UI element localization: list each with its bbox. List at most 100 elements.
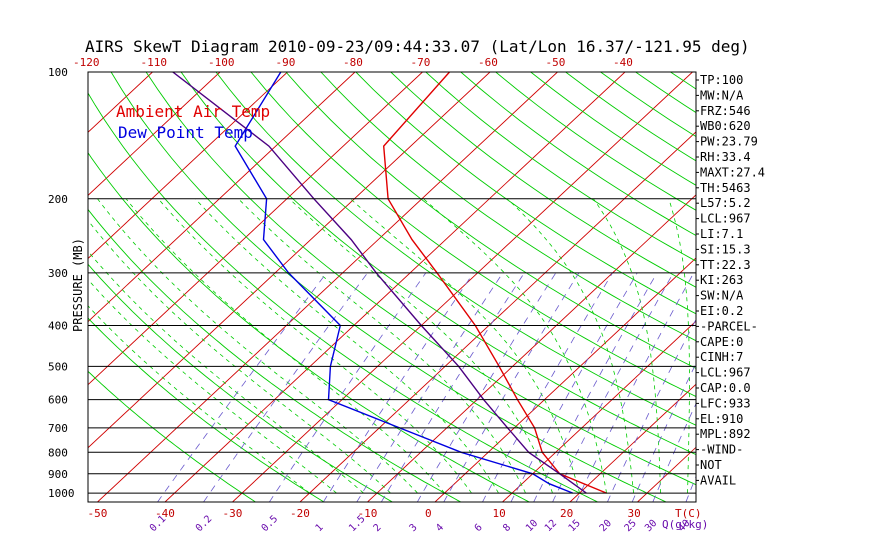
isotherm — [164, 72, 626, 502]
dry-adiabat — [180, 72, 696, 456]
isotherm — [773, 72, 870, 502]
moist-adiabat — [593, 198, 661, 494]
temp-tick-label-bottom: -40 — [155, 507, 175, 520]
stat-23: MPL:892 — [700, 427, 751, 441]
mixing-ratio-line — [416, 272, 557, 502]
stat-5: RH:33.4 — [700, 150, 751, 164]
dry-adiabat — [775, 72, 870, 502]
stat-14: SW:N/A — [700, 289, 744, 303]
temp-tick-label-top: -50 — [546, 56, 566, 69]
moist-adiabat — [507, 198, 634, 494]
plot-grid — [0, 72, 870, 502]
temp-tick-label-bottom: -50 — [88, 507, 108, 520]
dry-adiabat — [88, 151, 530, 502]
pressure-tick-label: 100 — [48, 66, 68, 79]
mixing-ratio-tick-label: 1 — [314, 522, 326, 534]
stat-16: -PARCEL- — [700, 319, 758, 333]
isotherm — [97, 72, 558, 502]
temp-tick-label-top: -70 — [411, 56, 431, 69]
isotherm — [840, 72, 870, 502]
temp-tick-label-top: -110 — [141, 56, 168, 69]
moist-adiabat — [350, 198, 580, 494]
mixing-ratio-tick-label: 25 — [623, 518, 639, 534]
legend-ambient-air-temp: Ambient Air Temp — [116, 102, 270, 121]
dry-adiabat — [320, 72, 696, 342]
stat-10: LI:7.1 — [700, 227, 743, 241]
temp-tick-label-top: -100 — [208, 56, 235, 69]
isotherm — [502, 320, 696, 502]
moist-adiabat — [238, 198, 526, 494]
y-axis-label: PRESSURE (MB) — [71, 238, 85, 332]
series-ambient-air-temp-line — [382, 72, 607, 494]
dry-adiabat — [88, 263, 393, 502]
stat-1: MW:N/A — [700, 88, 744, 102]
mixing-ratio-tick-label: 2 — [372, 522, 384, 534]
isotherm — [88, 72, 356, 323]
series-parcel-line — [172, 72, 587, 494]
moist-adiabat — [668, 198, 690, 494]
mixing-ratio-tick-label: 6 — [473, 522, 485, 534]
mixing-ratio-tick-label: 8 — [501, 522, 513, 534]
mixing-ratio-tick-label: 0.5 — [260, 514, 281, 535]
mixing-ratio-line — [157, 272, 327, 502]
pressure-tick-label: 500 — [48, 360, 68, 373]
mixing-ratio-tick-label: 0.2 — [194, 514, 215, 535]
dry-adiabat — [88, 208, 462, 502]
chart-title: AIRS SkewT Diagram 2010-09-23/09:44:33.0… — [85, 37, 750, 56]
pressure-tick-label: 800 — [48, 446, 68, 459]
stat-9: LCL:967 — [700, 212, 751, 226]
temp-unit-label: T(C) — [675, 507, 702, 520]
dry-adiabat — [810, 72, 870, 502]
stat-19: LCL:967 — [700, 366, 751, 380]
dry-adiabat — [845, 72, 870, 502]
pressure-tick-label: 600 — [48, 394, 68, 407]
stat-26: AVAIL — [700, 473, 736, 487]
mixing-ratio-tick-label: 20 — [598, 518, 614, 534]
legend-dew-point-temp: Dew Point Temp — [118, 123, 253, 142]
mixing-ratio-line — [607, 318, 696, 502]
stat-13: KI:263 — [700, 273, 743, 287]
pressure-tick-label: 400 — [48, 320, 68, 333]
mixing-ratio-tick-label: 15 — [567, 518, 583, 534]
stat-24: -WIND- — [700, 443, 743, 457]
mixing-ratio-tick-label: 30 — [643, 518, 659, 534]
mixing-ratio-line — [533, 272, 658, 502]
stat-4: PW:23.79 — [700, 135, 758, 149]
temp-tick-label-bottom: -30 — [223, 507, 243, 520]
isotherm — [569, 383, 696, 502]
stat-17: CAPE:0 — [700, 335, 743, 349]
mixing-ratio-line — [482, 272, 613, 502]
temp-tick-label-top: -40 — [613, 56, 633, 69]
dry-adiabat — [390, 72, 696, 288]
mixing-ratio-line — [510, 272, 638, 502]
temp-tick-label-bottom: 10 — [493, 507, 506, 520]
stat-22: EL:910 — [700, 412, 743, 426]
mixing-ratio-tick-label: 10 — [524, 518, 540, 534]
stat-20: CAP:0.0 — [700, 381, 751, 395]
mixing-ratio-tick-label: 4 — [434, 522, 446, 534]
stat-6: MAXT:27.4 — [700, 165, 765, 179]
mixing-ratio-line — [380, 272, 525, 502]
dry-adiabat — [88, 370, 256, 502]
pressure-tick-label: 700 — [48, 422, 68, 435]
mixing-ratio-line — [203, 272, 368, 502]
dry-adiabat — [215, 72, 696, 426]
moist-adiabat — [88, 219, 391, 494]
dry-adiabat — [88, 317, 325, 502]
mixing-ratio-line — [356, 272, 504, 502]
pressure-tick-label: 900 — [48, 468, 68, 481]
isotherm — [434, 257, 696, 502]
pressure-tick-label: 300 — [48, 267, 68, 280]
stat-0: TP:100 — [700, 73, 743, 87]
temp-tick-label-bottom: -10 — [358, 507, 378, 520]
mixing-ratio-line — [575, 272, 695, 502]
legend: Ambient Air Temp Dew Point Temp — [116, 102, 270, 142]
stat-8: L57:5.2 — [700, 196, 751, 210]
mixing-ratio-line — [443, 272, 580, 502]
temp-tick-label-bottom: -20 — [290, 507, 310, 520]
isotherm — [0, 72, 18, 502]
stat-21: LFC:933 — [700, 396, 751, 410]
mixing-ratio-tick-label: 3 — [408, 522, 420, 534]
stat-18: CINH:7 — [700, 350, 743, 364]
